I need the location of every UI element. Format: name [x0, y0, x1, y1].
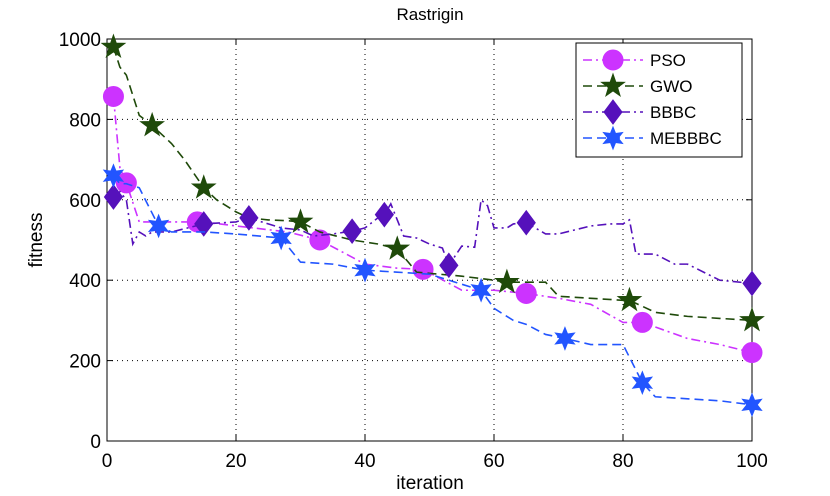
data-point-bbbc: [516, 209, 536, 236]
data-point-gwo: [616, 286, 643, 312]
series-bbbc: [103, 184, 762, 297]
data-point-bbbc: [194, 211, 214, 237]
data-point-gwo: [100, 33, 127, 58]
data-point-bbbc: [439, 252, 459, 279]
data-point-gwo: [384, 235, 411, 260]
data-point-pso: [631, 311, 653, 333]
x-tick-label: 80: [612, 451, 633, 472]
y-tick-label: 200: [69, 352, 101, 373]
data-point-pso: [309, 229, 331, 251]
data-point-mebbbc: [470, 277, 492, 303]
data-point-mebbbc: [102, 163, 125, 189]
legend-item-mebbbc: MEBBBC: [583, 125, 722, 151]
x-tick-label: 60: [483, 451, 504, 472]
x-tick-label: 40: [354, 451, 375, 472]
data-point-gwo: [287, 208, 314, 233]
data-point-gwo: [739, 306, 765, 332]
y-tick-label: 1000: [59, 30, 101, 51]
data-point-pso: [741, 342, 763, 364]
data-point-mebbbc: [354, 257, 376, 283]
legend-label: PSO: [650, 51, 686, 70]
series-mebbbc: [102, 163, 763, 418]
legend-marker: [600, 72, 626, 97]
y-tick-label: 800: [69, 110, 101, 131]
data-point-pso: [515, 282, 537, 304]
legend-marker: [603, 99, 623, 125]
data-point-pso: [102, 85, 124, 107]
series-gwo: [100, 33, 765, 332]
data-point-bbbc: [103, 184, 124, 210]
x-axis-label: iteration: [396, 473, 464, 494]
legend-label: BBBC: [650, 103, 696, 122]
y-tick-label: 400: [69, 271, 101, 292]
series-line-mebbbc: [112, 175, 753, 406]
legend-marker: [602, 125, 624, 151]
data-point-mebbbc: [741, 392, 763, 418]
x-tick-label: 100: [736, 451, 768, 472]
data-point-bbbc: [342, 218, 362, 244]
series-layer: [100, 33, 765, 418]
x-tick-label: 20: [225, 451, 246, 472]
data-point-pso: [115, 172, 137, 194]
data-point-mebbbc: [554, 326, 576, 351]
y-tick-label: 0: [90, 432, 101, 453]
data-point-gwo: [494, 268, 520, 294]
chart-title: Rastrigin: [396, 5, 463, 24]
data-point-gwo: [139, 111, 166, 137]
data-point-mebbbc: [631, 370, 654, 396]
data-point-mebbbc: [270, 225, 292, 251]
data-point-pso: [412, 258, 434, 280]
y-tick-label: 600: [69, 191, 101, 212]
data-point-bbbc: [742, 270, 762, 297]
legend: PSO GWO BBBC MEBBBC: [575, 42, 743, 158]
series-line-bbbc: [112, 190, 753, 285]
y-axis-label: fitness: [26, 213, 47, 268]
legend-marker: [602, 49, 624, 71]
data-point-bbbc: [374, 201, 394, 228]
legend-item-bbbc: BBBC: [583, 99, 696, 125]
plot-frame: [106, 38, 753, 442]
data-point-bbbc: [239, 205, 259, 231]
x-tick-label: 0: [102, 451, 113, 472]
legend-item-gwo: GWO: [583, 72, 693, 97]
data-point-mebbbc: [147, 213, 170, 239]
data-point-gwo: [190, 174, 217, 199]
legend-label: GWO: [650, 77, 693, 96]
legend-label: MEBBBC: [650, 129, 722, 148]
legend-item-pso: PSO: [583, 49, 686, 71]
grid-lines: [107, 39, 752, 441]
